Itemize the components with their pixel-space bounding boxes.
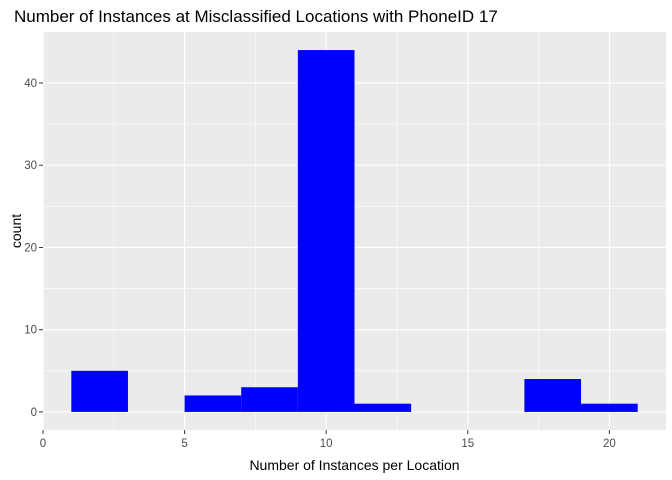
histogram-bar — [297, 50, 355, 412]
histogram-bar — [184, 395, 242, 412]
histogram-bar — [71, 370, 128, 412]
y-tick-label: 10 — [24, 325, 37, 337]
x-tick-label: 15 — [461, 438, 474, 450]
histogram-bar — [354, 403, 412, 412]
axes: 0 5 10 15 20 0 10 20 30 40 — [24, 78, 616, 450]
y-tick-label: 30 — [24, 160, 37, 172]
histogram-bar — [581, 403, 638, 412]
histogram-bar — [241, 387, 298, 412]
chart-title: Number of Instances at Misclassified Loc… — [14, 7, 498, 26]
y-tick-label: 40 — [24, 78, 37, 90]
histogram-bars — [71, 50, 638, 412]
x-tick-label: 5 — [181, 438, 187, 450]
y-tick-label: 20 — [24, 242, 37, 254]
y-tick-label: 0 — [31, 407, 37, 419]
x-tick-label: 20 — [603, 438, 616, 450]
x-tick-label: 0 — [40, 438, 46, 450]
histogram-bar — [524, 379, 582, 412]
y-axis-title: count — [8, 214, 24, 248]
x-tick-label: 10 — [320, 438, 333, 450]
x-axis-title: Number of Instances per Location — [249, 457, 459, 473]
